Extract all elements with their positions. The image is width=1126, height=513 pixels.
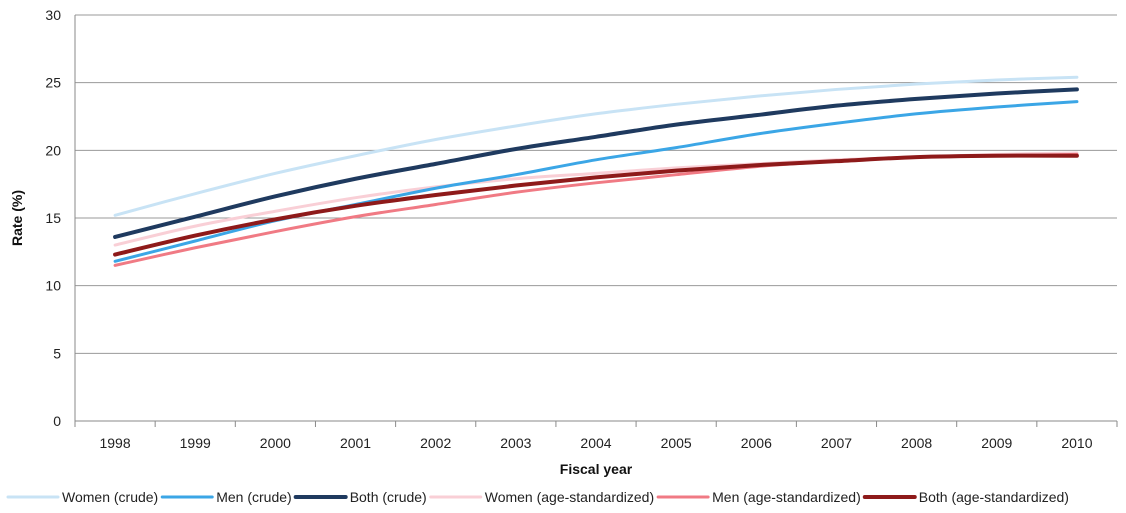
x-tick-label: 2009 xyxy=(981,435,1012,451)
series-lines xyxy=(113,75,1079,267)
x-tick-label: 2003 xyxy=(500,435,531,451)
x-tick-label: 2007 xyxy=(821,435,852,451)
series-line-men-age-standardized xyxy=(113,152,1079,267)
x-tick-label: 1998 xyxy=(99,435,130,451)
series-line-both-crude xyxy=(113,87,1079,239)
legend-item-men-age-standardized: Men (age-standardized) xyxy=(656,489,861,505)
legend-label: Men (crude) xyxy=(216,489,291,505)
legend-label: Women (age-standardized) xyxy=(485,489,654,505)
series-line-both-age-standardized xyxy=(113,153,1079,257)
legend-item-both-age-standardized: Both (age-standardized) xyxy=(862,489,1069,505)
x-tick-label: 2010 xyxy=(1061,435,1092,451)
y-tick-label: 10 xyxy=(45,278,61,294)
legend-label: Women (crude) xyxy=(62,489,158,505)
legend-label: Both (age-standardized) xyxy=(919,489,1069,505)
legend-item-both-crude: Both (crude) xyxy=(293,489,427,505)
y-tick-label: 0 xyxy=(53,413,61,429)
legend-label: Both (crude) xyxy=(350,489,427,505)
axes: 0 5 10 15 20 25 30 1998 1999 2000 2001 2002 2003 2004… xyxy=(45,7,1118,451)
x-tick-label: 2006 xyxy=(741,435,772,451)
legend: Women (crude) Men (crude) Both (crude) Wome… xyxy=(6,489,1069,505)
y-tick-label: 20 xyxy=(45,142,61,158)
x-tick-label: 2005 xyxy=(661,435,692,451)
series-line-women-crude xyxy=(113,75,1079,217)
x-tick-label: 2000 xyxy=(260,435,291,451)
legend-item-women-crude: Women (crude) xyxy=(6,489,158,505)
x-tick-label: 1999 xyxy=(180,435,211,451)
legend-label: Men (age-standardized) xyxy=(712,489,861,505)
y-tick-label: 5 xyxy=(53,345,61,361)
x-tick-label: 2008 xyxy=(901,435,932,451)
x-axis-title: Fiscal year xyxy=(560,461,633,477)
legend-item-men-crude: Men (crude) xyxy=(160,489,292,505)
x-tick-label: 2002 xyxy=(420,435,451,451)
y-tick-label: 15 xyxy=(45,210,61,226)
y-axis-title: Rate (%) xyxy=(9,190,25,246)
y-tick-label: 25 xyxy=(45,75,61,91)
y-tick-label: 30 xyxy=(45,7,61,23)
x-tick-label: 2004 xyxy=(580,435,611,451)
legend-item-women-age-standardized: Women (age-standardized) xyxy=(429,489,654,505)
x-tick-label: 2001 xyxy=(340,435,371,451)
gridlines xyxy=(75,14,1117,354)
